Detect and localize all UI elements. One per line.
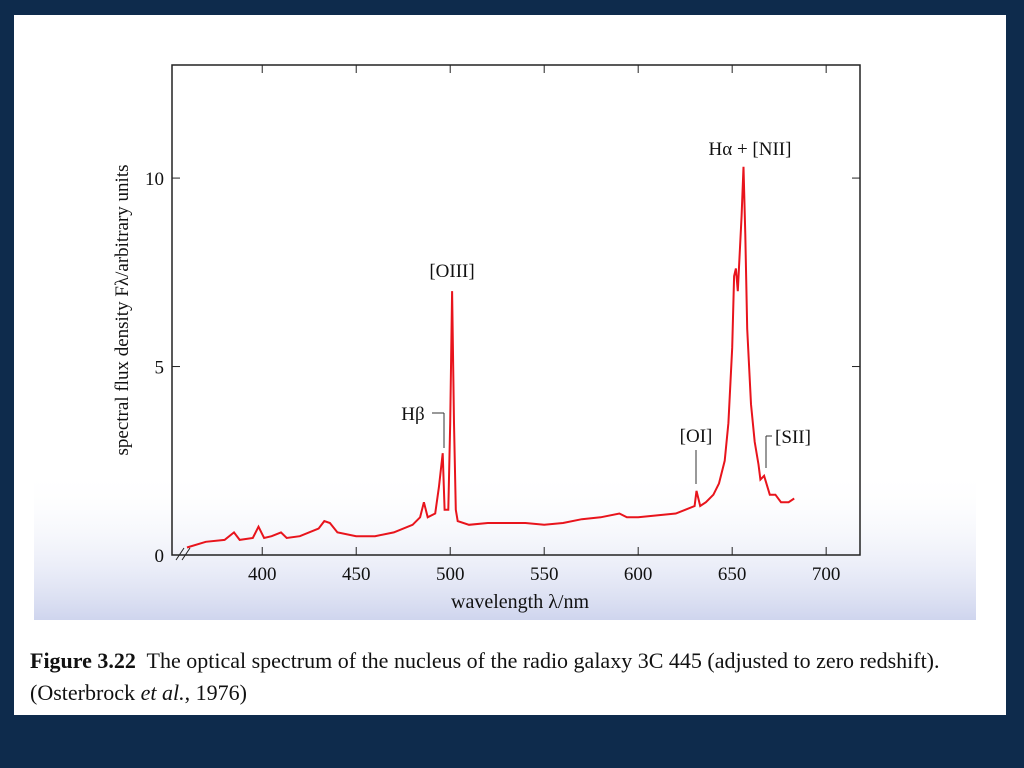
- y-tick-label: 10: [145, 169, 164, 190]
- caption-text: The optical spectrum of the nucleus of t…: [30, 648, 940, 705]
- peak-label: [OI]: [680, 426, 713, 447]
- plot-frame: [171, 64, 861, 556]
- peak-label: [OIII]: [429, 261, 474, 282]
- x-tick-label: 450: [342, 564, 371, 585]
- axis-break: [175, 547, 185, 561]
- peak-label: [SII]: [775, 427, 811, 448]
- axis-break: [181, 547, 191, 561]
- x-tick-label: 700: [812, 564, 841, 585]
- x-tick-label: 500: [436, 564, 465, 585]
- background-wash: [34, 470, 976, 620]
- caption-label: Figure 3.22: [30, 648, 136, 673]
- x-axis-label: wavelength λ/nm: [451, 591, 589, 613]
- x-tick-label: 400: [248, 564, 277, 585]
- caption: Figure 3.22 The optical spectrum of the …: [30, 645, 980, 709]
- x-tick-label: 550: [530, 564, 559, 585]
- x-tick-label: 650: [718, 564, 747, 585]
- x-tick-label: 600: [624, 564, 653, 585]
- y-tick-label: 0: [155, 546, 165, 567]
- caption-end: , 1976): [184, 680, 247, 705]
- peak-label: Hα + [NII]: [709, 139, 792, 160]
- caption-italic: et al.: [140, 680, 185, 705]
- peak-label: Hβ: [401, 404, 424, 425]
- y-tick-label: 5: [155, 358, 165, 379]
- y-axis-label: spectral flux density Fλ/arbitrary units: [112, 165, 133, 456]
- spectrum-line: [186, 166, 795, 549]
